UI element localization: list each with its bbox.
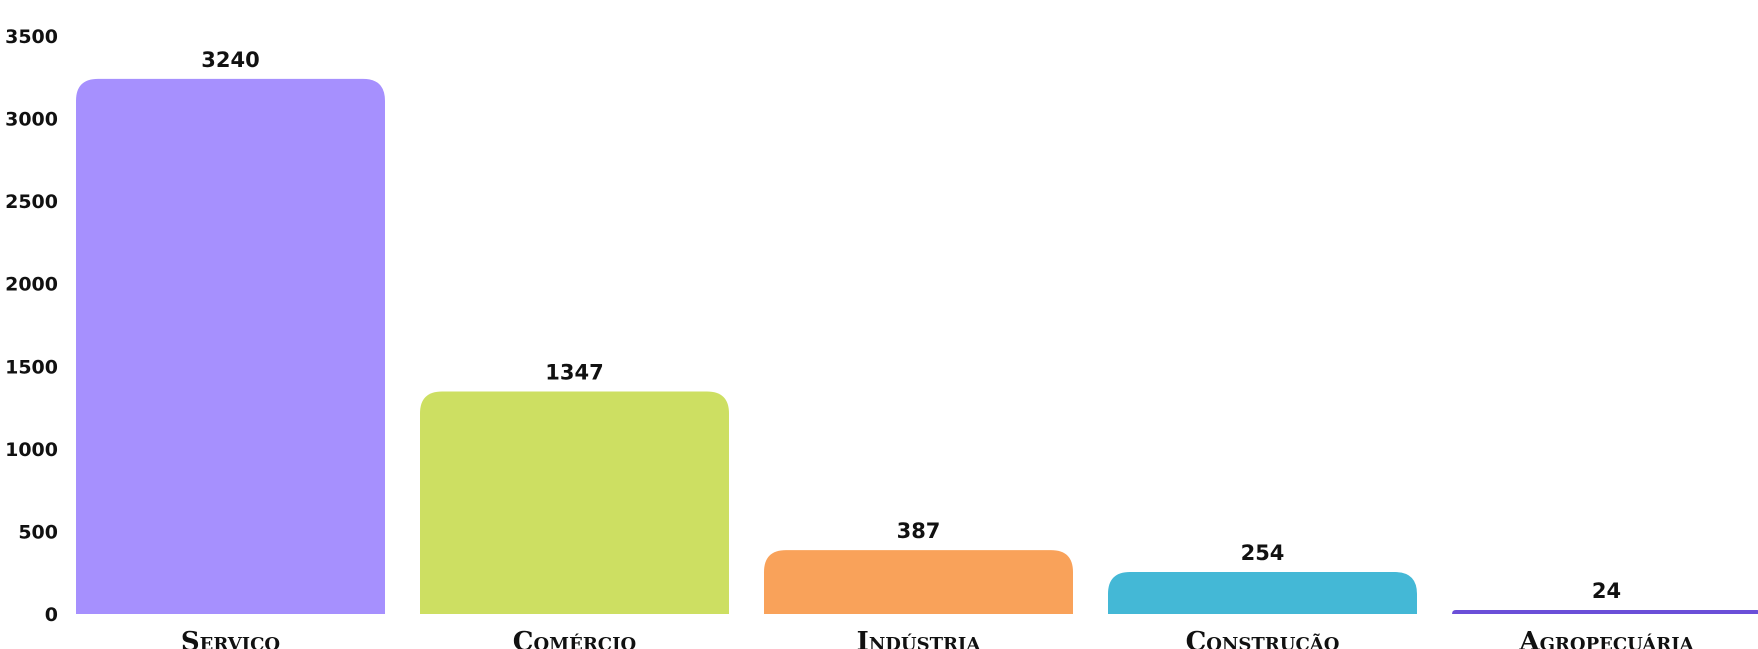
y-tick-label: 1500 bbox=[5, 356, 58, 378]
y-tick-label: 3000 bbox=[5, 109, 58, 131]
value-label: 254 bbox=[1241, 541, 1285, 565]
x-tick-label: Comércio bbox=[513, 627, 636, 649]
bar bbox=[76, 78, 385, 615]
y-tick-label: 3500 bbox=[5, 26, 58, 48]
y-tick-label: 500 bbox=[18, 521, 58, 543]
bar bbox=[1108, 572, 1417, 614]
y-tick-label: 0 bbox=[45, 604, 58, 626]
value-label: 1347 bbox=[545, 361, 603, 385]
x-tick-label: Indústria bbox=[857, 627, 982, 649]
x-tick-label: Agropecuária bbox=[1518, 627, 1694, 649]
bar bbox=[764, 550, 1073, 614]
bar bbox=[420, 391, 729, 614]
bar bbox=[1452, 610, 1758, 614]
y-tick-label: 1000 bbox=[5, 439, 58, 461]
value-label: 3240 bbox=[201, 48, 259, 72]
x-tick-label: Serviço bbox=[181, 627, 280, 649]
value-label: 24 bbox=[1592, 579, 1621, 603]
y-tick-label: 2500 bbox=[5, 191, 58, 213]
y-tick-label: 2000 bbox=[5, 274, 58, 296]
x-tick-label: Construção bbox=[1186, 627, 1340, 649]
value-label: 387 bbox=[897, 519, 941, 543]
